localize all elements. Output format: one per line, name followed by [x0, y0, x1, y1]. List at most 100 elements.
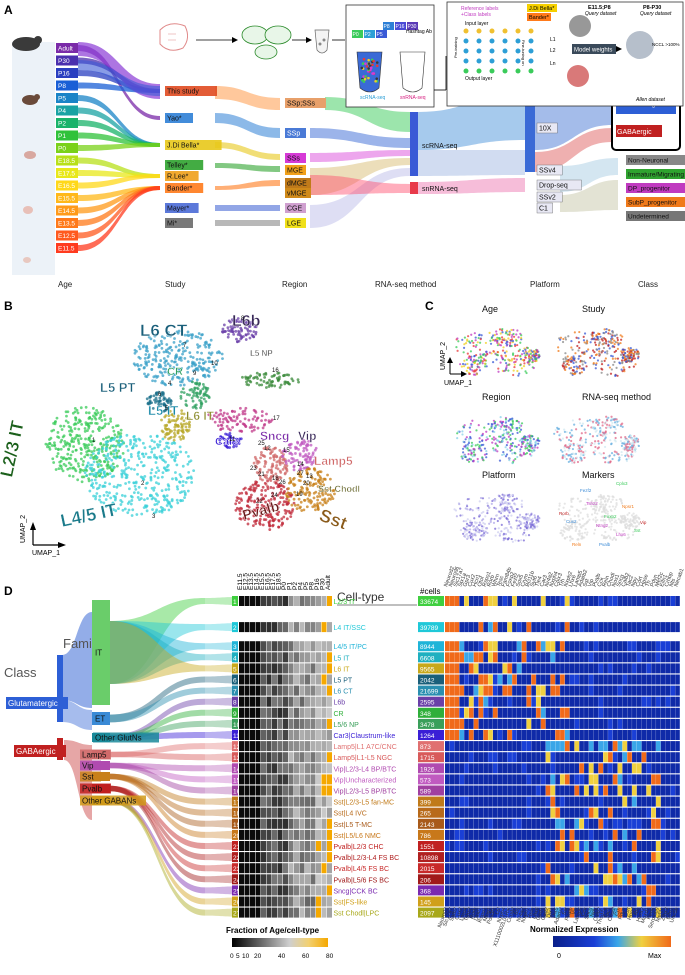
panel-c-point — [466, 359, 468, 361]
panel-c-point — [512, 340, 514, 342]
umap-point — [202, 362, 205, 365]
age-cell — [267, 708, 272, 718]
panel-c-point — [521, 422, 523, 424]
age-cell — [267, 596, 272, 606]
panel-c-point — [584, 428, 586, 430]
age-cell — [300, 663, 305, 673]
umap-point — [244, 407, 247, 410]
age-cell — [250, 652, 255, 662]
umap-point — [74, 458, 77, 461]
panel-c-point — [538, 356, 540, 358]
panel-c-point — [573, 373, 575, 375]
panel-c-point — [489, 435, 491, 437]
umap-point — [176, 502, 179, 505]
umap-point — [60, 465, 63, 468]
panel-c-point — [582, 363, 584, 365]
umap-point — [94, 478, 97, 481]
age-cell — [322, 852, 327, 862]
cell-dot — [362, 62, 365, 65]
panel-c-point — [482, 518, 484, 520]
panel-c-point — [524, 445, 526, 447]
panel-label-d: D — [4, 584, 13, 598]
umap-point — [100, 468, 103, 471]
age-cell — [327, 652, 332, 662]
panel-c-point — [467, 444, 469, 446]
umap-point — [89, 456, 92, 459]
umap-point — [131, 514, 134, 517]
umap-point — [176, 430, 179, 433]
umap-point — [180, 391, 183, 394]
panel-c-point — [516, 516, 518, 518]
panel-label-a: A — [4, 3, 13, 17]
panel-c-point — [567, 355, 569, 357]
umap-point — [93, 449, 96, 452]
panel-c-point — [462, 363, 464, 365]
umap-point — [105, 436, 108, 439]
panel-c-point — [492, 361, 494, 363]
umap-point — [192, 356, 195, 359]
panel-c-point — [499, 441, 501, 443]
umap-point — [83, 443, 86, 446]
panel-c-point — [580, 527, 582, 529]
age-cell — [311, 686, 316, 696]
panel-c-point — [612, 330, 614, 332]
panel-c-point — [600, 519, 602, 521]
method-bar-scrna — [410, 112, 418, 176]
umap-point — [190, 336, 193, 339]
umap-point — [158, 444, 161, 447]
panel-c-point — [530, 513, 532, 515]
umap-point — [253, 415, 256, 418]
panel-c-point — [569, 432, 571, 434]
panel-c-point — [473, 454, 475, 456]
panel-c-point — [601, 534, 603, 536]
age-cell — [316, 663, 321, 673]
panel-c-point — [569, 527, 571, 529]
panel-c-point — [523, 522, 525, 524]
umap-point — [122, 441, 125, 444]
age-cell — [327, 830, 332, 840]
umap-point — [269, 452, 272, 455]
age-cell — [283, 808, 288, 818]
age-cell — [272, 752, 277, 762]
age-cell — [316, 763, 321, 773]
umap-point — [329, 498, 332, 501]
age-cell — [267, 719, 272, 729]
panel-c-point — [612, 345, 614, 347]
panel-c-point — [530, 526, 532, 528]
panel-c-point — [473, 451, 475, 453]
cluster-number-26: 26 — [279, 480, 286, 486]
umap-point — [184, 403, 187, 406]
umap-point — [260, 493, 263, 496]
umap-point — [240, 492, 243, 495]
age-cell — [256, 830, 261, 840]
age-cell — [239, 774, 244, 784]
nn-node — [477, 29, 482, 34]
cluster-number-1: 1 — [92, 438, 96, 444]
age-cell — [239, 841, 244, 851]
age-cell — [272, 719, 277, 729]
panel-c-point — [538, 354, 540, 356]
umap-point — [109, 496, 112, 499]
umap-point — [137, 491, 140, 494]
d-class-label-gabaergic: GABAergic — [16, 747, 56, 756]
umap-point — [196, 381, 199, 384]
panel-c-point — [584, 532, 586, 534]
umap-point — [234, 419, 237, 422]
panel-c-point — [627, 518, 629, 520]
age-cell — [322, 841, 327, 851]
umap-point — [130, 453, 133, 456]
age-cell — [278, 752, 283, 762]
panel-c-point — [609, 455, 611, 457]
umap-point — [82, 463, 85, 466]
age-cell — [305, 652, 310, 662]
panel-c-point — [501, 507, 503, 509]
age-cell — [327, 641, 332, 651]
umap-point — [240, 499, 243, 502]
panel-c-point — [622, 349, 624, 351]
age-cell — [272, 675, 277, 685]
panel-c-point — [573, 362, 575, 364]
panel-c-point — [628, 366, 630, 368]
umap-point — [299, 454, 302, 457]
